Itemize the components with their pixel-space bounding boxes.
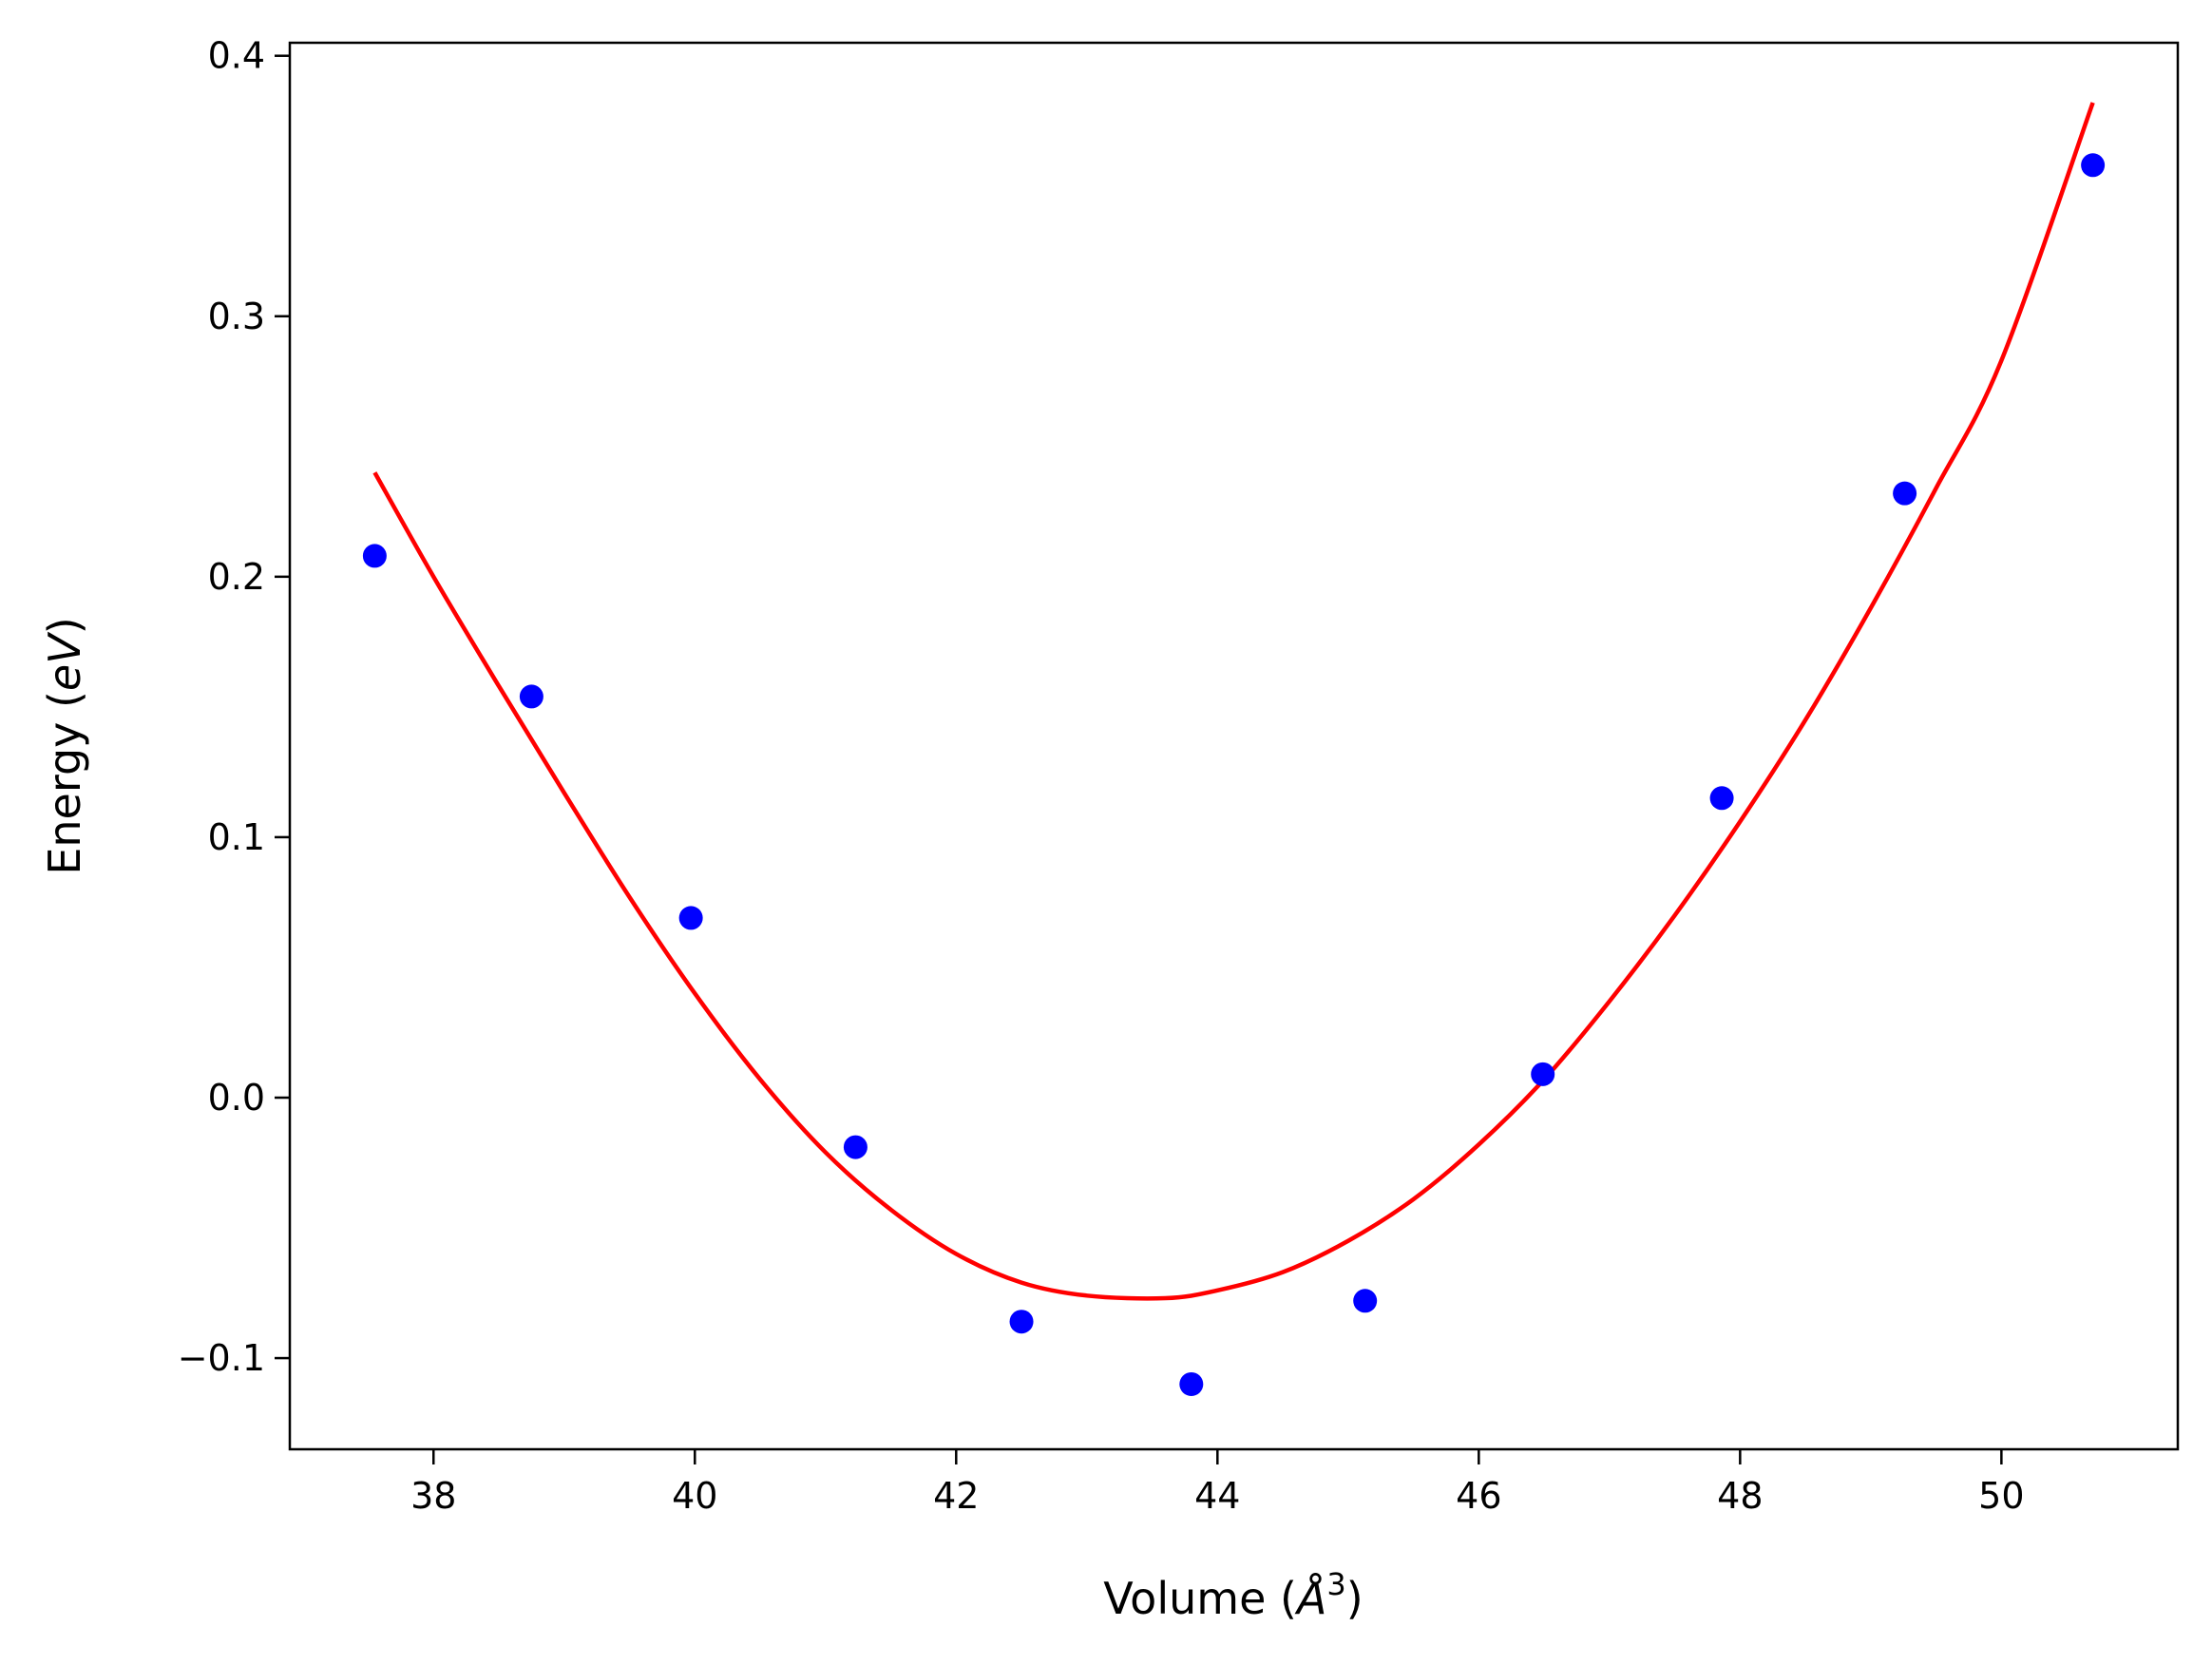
fit-curve-layer [372,102,2095,1301]
data-point-1 [519,684,543,709]
data-point-8 [1709,786,1734,811]
data-point-9 [1893,481,1917,506]
x-axis-ticks: 38 40 42 44 46 48 50 [410,1449,2025,1517]
data-point-5 [1179,1371,1204,1396]
data-point-2 [678,906,703,930]
data-point-7 [1531,1062,1555,1086]
x-tick-label-5: 48 [1717,1475,1763,1517]
y-axis-ticks: −0.1 0.0 0.1 0.2 0.3 0.4 [178,35,290,1379]
x-tick-label-2: 42 [933,1475,979,1517]
data-point-6 [1353,1289,1378,1313]
data-point-10 [2081,153,2106,178]
y-tick-label-2: 0.1 [208,816,265,858]
y-axis-label: Energy (eV) [39,617,90,874]
data-point-3 [843,1135,868,1159]
x-tick-label-1: 40 [672,1475,717,1517]
x-tick-label-4: 46 [1456,1475,1501,1517]
data-point-4 [1009,1310,1034,1334]
y-tick-label-1: 0.0 [208,1077,265,1119]
x-axis-label-superscript: 3 [1326,1566,1345,1602]
x-tick-label-6: 50 [1978,1475,2024,1517]
plot-background [290,43,2178,1449]
y-axis-label-unit: eV [39,631,90,691]
y-tick-label-3: 0.2 [208,556,265,598]
y-tick-label-5: 0.4 [208,35,265,77]
y-tick-label-4: 0.3 [208,296,265,337]
x-axis-label-symbol: Å [1294,1573,1326,1624]
fit-curve [372,102,2095,1301]
data-point-0 [362,544,387,568]
x-axis-label: Volume (Å3) [1103,1566,1363,1624]
y-tick-label-0: −0.1 [178,1337,265,1379]
plot-frame [288,41,2180,1451]
x-tick-label-3: 44 [1194,1475,1240,1517]
x-tick-label-0: 38 [410,1475,456,1517]
data-points-layer [362,153,2106,1396]
